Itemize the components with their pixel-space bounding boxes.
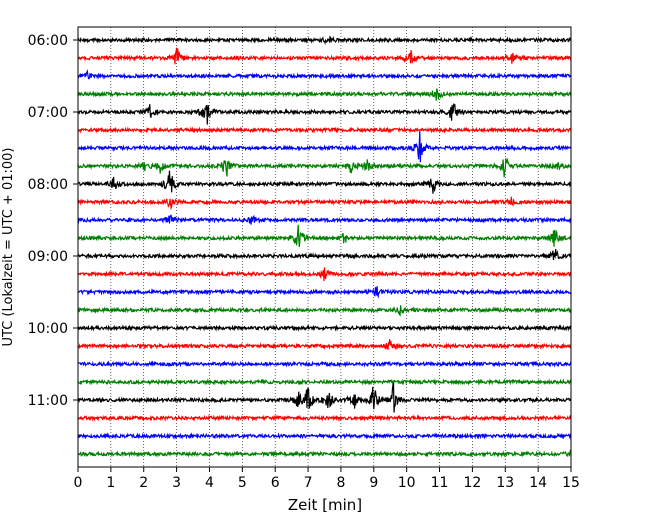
trace-0915 bbox=[77, 267, 572, 282]
trace-1145 bbox=[77, 449, 572, 458]
y-axis-label: UTC (Lokalzeit = UTC + 01:00) bbox=[1, 148, 16, 347]
trace-0700 bbox=[77, 103, 572, 125]
trace-0900 bbox=[77, 248, 572, 261]
x-axis-label: Zeit [min] bbox=[288, 496, 362, 514]
x-tick-label: 6 bbox=[271, 475, 280, 491]
trace-1015 bbox=[77, 339, 572, 351]
x-tick-label: 0 bbox=[74, 475, 83, 491]
trace-1115 bbox=[77, 414, 572, 422]
trace-0730 bbox=[77, 131, 572, 163]
x-tick-label: 3 bbox=[172, 475, 181, 491]
x-tick-label: 9 bbox=[369, 475, 378, 491]
x-tick-label: 14 bbox=[529, 475, 547, 491]
x-tick-label: 4 bbox=[205, 475, 214, 491]
trace-1045 bbox=[77, 378, 572, 386]
y-tick-label: 08:00 bbox=[28, 177, 68, 193]
x-tick-label: 12 bbox=[463, 475, 481, 491]
trace-0945 bbox=[77, 305, 572, 317]
x-tick-label: 13 bbox=[496, 475, 514, 491]
trace-0715 bbox=[77, 126, 572, 134]
trace-1100 bbox=[77, 382, 572, 413]
trace-1000 bbox=[77, 324, 572, 332]
x-tick-label: 10 bbox=[398, 475, 416, 491]
x-tick-label: 5 bbox=[238, 475, 247, 491]
trace-1130 bbox=[77, 432, 572, 440]
y-tick-label: 07:00 bbox=[28, 105, 68, 121]
plot-frame bbox=[77, 26, 572, 468]
x-tick-label: 11 bbox=[431, 475, 449, 491]
trace-0815 bbox=[77, 196, 572, 211]
trace-0745 bbox=[77, 157, 572, 178]
x-axis-ticks: 0 1 2 3 4 5 6 7 8 9 10 11 12 13 14 15 bbox=[74, 467, 580, 491]
trace-0830 bbox=[77, 214, 572, 225]
y-tick-label: 06:00 bbox=[28, 33, 68, 49]
y-tick-label: 09:00 bbox=[28, 249, 68, 265]
trace-0930 bbox=[77, 286, 572, 299]
trace-0615 bbox=[77, 47, 572, 65]
trace-0800 bbox=[77, 170, 572, 194]
trace-0645 bbox=[77, 88, 572, 101]
trace-0845 bbox=[77, 224, 572, 247]
x-tick-label: 2 bbox=[139, 475, 148, 491]
x-tick-label: 7 bbox=[304, 475, 313, 491]
trace-0600 bbox=[77, 35, 572, 46]
y-tick-label: 10:00 bbox=[28, 321, 68, 337]
trace-0630 bbox=[77, 69, 572, 80]
y-tick-label: 11:00 bbox=[28, 393, 68, 409]
x-tick-label: 1 bbox=[106, 475, 115, 491]
x-tick-label: 15 bbox=[562, 475, 580, 491]
y-axis-ticks: 06:00 07:00 08:00 09:00 10:00 11:00 bbox=[28, 33, 78, 409]
trace-1030 bbox=[77, 360, 572, 368]
seismogram-traces bbox=[77, 35, 572, 458]
x-tick-label: 8 bbox=[336, 475, 345, 491]
